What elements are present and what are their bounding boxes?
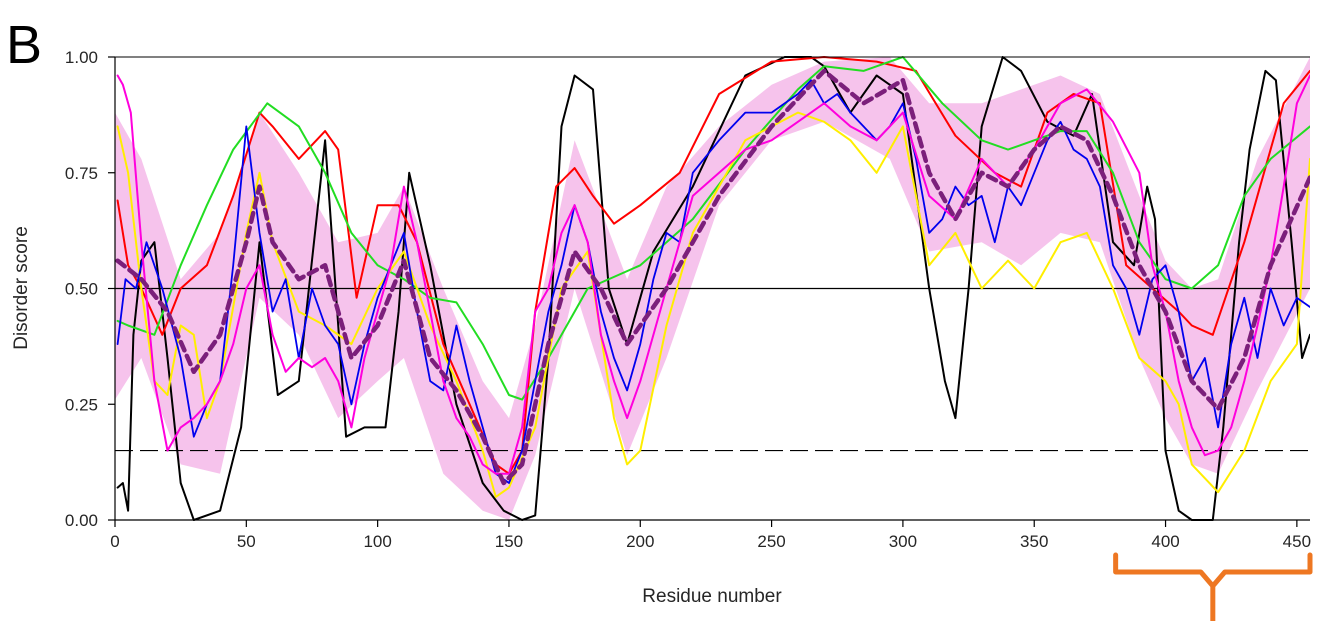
x-tick-label: 200: [626, 532, 654, 551]
series-line-3: [116, 56, 1310, 401]
x-tick-label: 300: [889, 532, 917, 551]
y-tick-label: 1.00: [65, 48, 98, 67]
y-tick-label: 0.25: [65, 395, 98, 414]
x-tick-label: 450: [1283, 532, 1311, 551]
series-line-5: [116, 79, 1310, 484]
reference-lines: [115, 287, 1310, 452]
consensus-band: [115, 57, 1310, 520]
series-line-1: [116, 56, 1310, 521]
x-tick-label: 350: [1020, 532, 1048, 551]
series-line-2: [116, 56, 1310, 475]
y-tick-label: 0.00: [65, 511, 98, 530]
x-tick-label: 150: [495, 532, 523, 551]
panel-label: B: [6, 15, 42, 75]
x-tick-label: 250: [757, 532, 785, 551]
y-tick-label: 0.75: [65, 164, 98, 183]
y-tick-label: 0.50: [65, 280, 98, 299]
tick-labels: 0 50 100 150 200 250 300 350 400 450 0.00 0.25 0.50 0…: [65, 48, 1311, 551]
region-bracket: [1113, 552, 1313, 621]
consensus-band-layer: [115, 57, 1310, 520]
x-tick-label: 50: [237, 532, 256, 551]
series-line-7: [115, 68, 1310, 486]
x-tick-label: 100: [363, 532, 391, 551]
x-axis-title: Residue number: [642, 586, 782, 607]
series-layer: [115, 56, 1310, 521]
series-line-4: [116, 111, 1310, 498]
y-axis-title: Disorder score: [11, 226, 32, 350]
x-tick-label: 400: [1151, 532, 1179, 551]
x-tick-label: 0: [110, 532, 119, 551]
series-line-6: [116, 74, 1310, 475]
